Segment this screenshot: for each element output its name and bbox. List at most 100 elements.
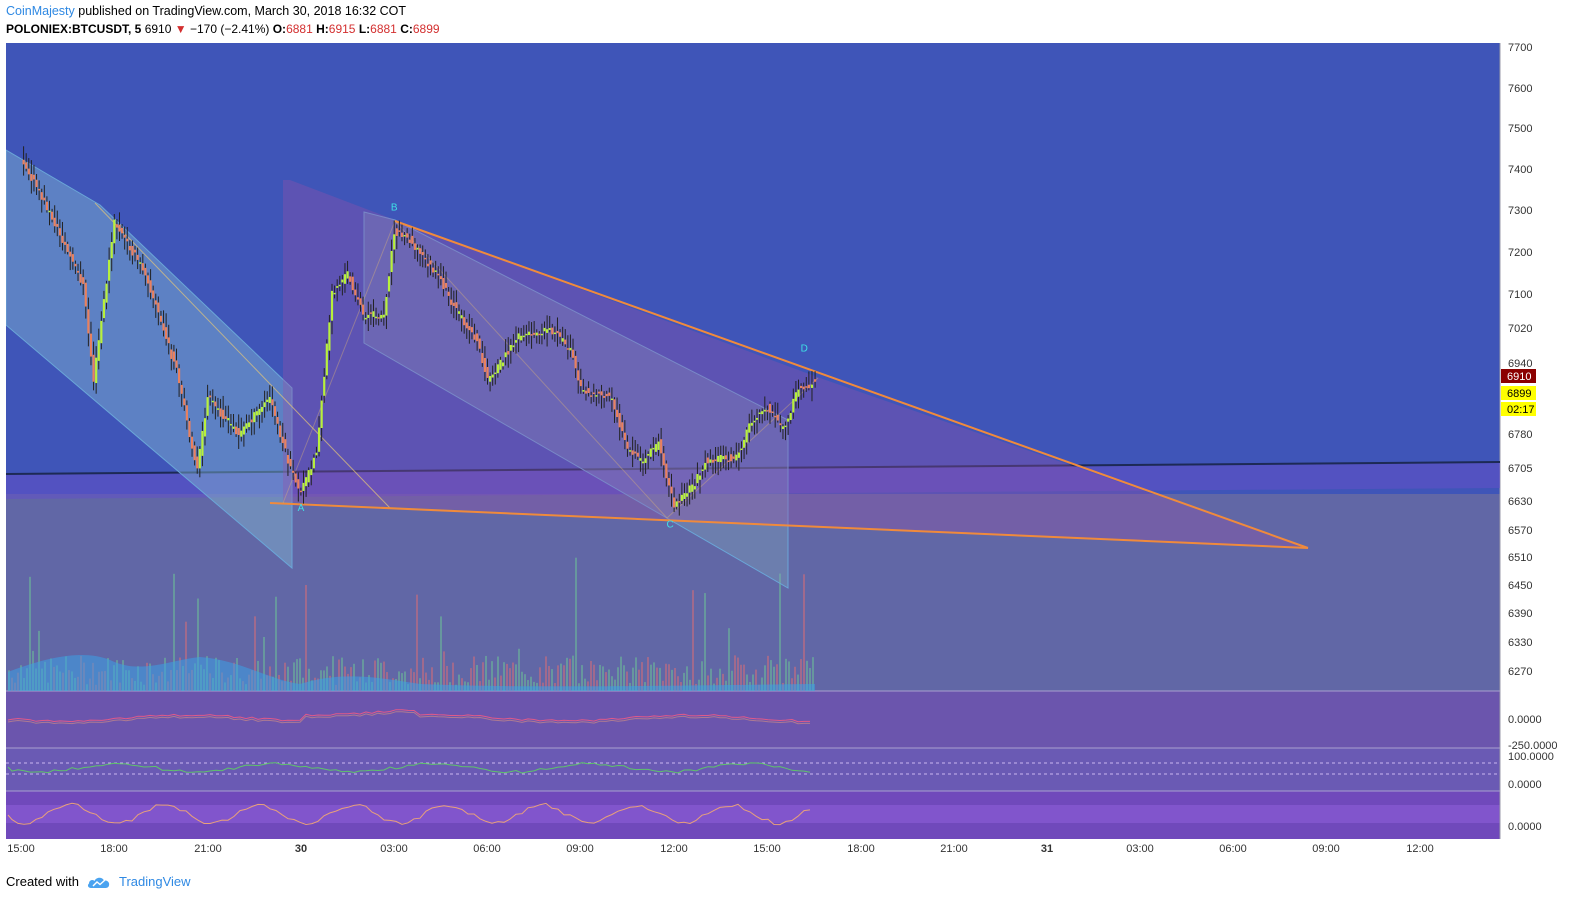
wave-point-b: B xyxy=(391,203,398,214)
candle-body xyxy=(478,338,481,349)
candle-body xyxy=(551,327,554,335)
candle-body xyxy=(810,384,814,388)
candle-body xyxy=(128,245,131,251)
candle-body xyxy=(209,395,212,398)
candle-body xyxy=(662,453,665,466)
candle-body xyxy=(750,422,753,426)
volume-bar xyxy=(614,679,616,691)
volume-bar xyxy=(632,667,634,691)
volume-bar xyxy=(566,657,568,691)
candle-body xyxy=(297,479,300,489)
volume-bar xyxy=(482,662,484,691)
candle-body xyxy=(779,423,782,426)
volume-bar xyxy=(773,666,775,691)
fib-line xyxy=(94,202,391,509)
price-tick-label: 7400 xyxy=(1508,164,1532,176)
candle-body xyxy=(574,355,577,369)
volume-bar xyxy=(593,664,595,691)
candle-body xyxy=(144,267,147,276)
volume-bar xyxy=(491,661,493,691)
volume-bar xyxy=(707,675,709,691)
candle-body xyxy=(380,314,383,319)
candle-body xyxy=(426,263,429,267)
candle-body xyxy=(183,398,186,406)
volume-bar xyxy=(332,656,334,691)
candle-body xyxy=(558,332,562,337)
candle-body xyxy=(56,223,59,227)
close-price-badge-bg xyxy=(1501,386,1536,400)
candle-body xyxy=(276,416,279,424)
abcd-path xyxy=(282,220,819,519)
volume-bar xyxy=(515,664,517,691)
candle-body xyxy=(206,397,209,416)
time-tick-label: 12:00 xyxy=(660,843,688,855)
price-tick-label: 6570 xyxy=(1508,525,1532,537)
volume-bar xyxy=(737,657,739,691)
candle-body xyxy=(154,300,157,305)
created-with-text: Created with xyxy=(6,874,79,889)
volume-bar xyxy=(587,681,589,691)
volume-bar xyxy=(809,668,811,691)
candle-body xyxy=(597,391,601,394)
candle-body xyxy=(774,415,777,418)
volume-bar xyxy=(431,667,433,691)
symbol-name[interactable]: POLONIEX:BTCUSDT, 5 xyxy=(6,22,142,36)
volume-bar xyxy=(620,656,622,691)
candle-body xyxy=(584,390,588,394)
candle-body xyxy=(235,426,238,435)
volume-bar xyxy=(689,679,691,691)
volume-bar xyxy=(638,669,640,691)
volume-bar xyxy=(506,663,508,691)
time-tick-label: 09:00 xyxy=(1312,843,1340,855)
candle-body xyxy=(688,485,691,493)
candle-body xyxy=(139,262,142,264)
volume-bar xyxy=(797,674,799,691)
candle-body xyxy=(561,338,564,342)
author-link[interactable]: CoinMajesty xyxy=(6,4,75,18)
close-value: 6899 xyxy=(412,22,440,36)
volume-bar xyxy=(590,660,592,691)
candle-body xyxy=(38,188,41,191)
candle-body xyxy=(520,335,523,341)
volume-bar xyxy=(308,668,310,691)
volume-bar xyxy=(476,665,478,691)
candle-body xyxy=(302,482,305,491)
candle-body xyxy=(157,302,160,313)
candle-body xyxy=(696,474,699,484)
candle-body xyxy=(442,277,445,290)
volume-bar xyxy=(647,657,649,691)
candle-body xyxy=(543,327,546,332)
candle-body xyxy=(644,458,647,463)
candle-body xyxy=(533,332,536,335)
volume-bar xyxy=(305,585,307,691)
close-label: C: xyxy=(400,22,413,36)
candle-body xyxy=(724,455,728,460)
tradingview-cloud-icon xyxy=(87,877,110,888)
volume-bar xyxy=(788,661,790,691)
price-tick-label: 6510 xyxy=(1508,552,1532,564)
candle-body xyxy=(546,329,549,333)
volume-bar xyxy=(377,658,379,691)
volume-bar xyxy=(641,662,643,691)
time-tick-label: 06:00 xyxy=(1219,843,1247,855)
volume-bar xyxy=(623,665,625,691)
volume-bar xyxy=(599,664,601,691)
volume-bar xyxy=(686,666,688,691)
candle-body xyxy=(768,403,772,413)
volume-bar xyxy=(581,665,583,691)
candle-body xyxy=(120,227,124,234)
indicator-2-bg xyxy=(6,748,1500,791)
price-tick-label: 6780 xyxy=(1508,429,1532,441)
candle-body xyxy=(382,314,385,318)
low-label: L: xyxy=(358,22,371,36)
volume-bar xyxy=(524,674,526,691)
volume-bar xyxy=(668,664,670,691)
candle-body xyxy=(232,426,235,429)
down-arrow-icon: ▼ xyxy=(174,22,187,36)
candle-body xyxy=(307,470,310,483)
candle-body xyxy=(805,386,808,388)
candle-body xyxy=(115,224,118,228)
tradingview-link[interactable]: TradingView xyxy=(118,874,191,889)
volume-bar xyxy=(677,676,679,691)
